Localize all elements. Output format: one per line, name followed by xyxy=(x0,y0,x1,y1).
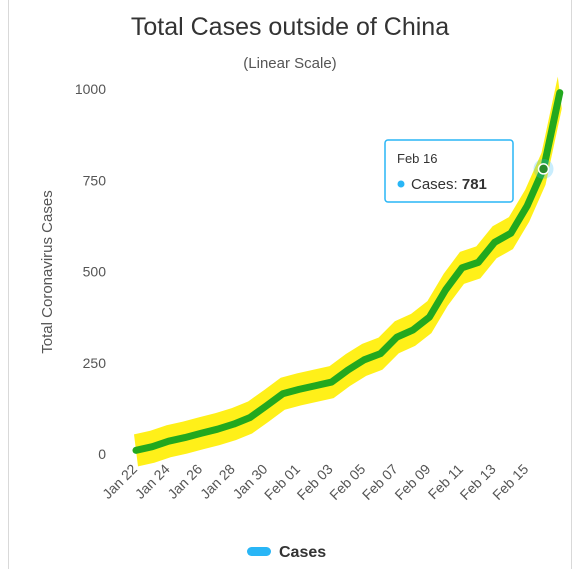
legend[interactable]: Cases xyxy=(247,544,326,561)
legend-label-cases[interactable]: Cases xyxy=(279,544,326,561)
x-tick-label: Feb 07 xyxy=(359,461,401,503)
chart-frame xyxy=(8,0,572,569)
tooltip-series-dot xyxy=(397,180,405,188)
x-tick-label: Feb 09 xyxy=(391,461,433,503)
y-axis-label: Total Coronavirus Cases xyxy=(39,190,56,353)
x-tick-label: Feb 03 xyxy=(294,461,336,503)
chart-title: Total Cases outside of China xyxy=(131,13,449,41)
highlight-band xyxy=(134,76,562,467)
y-tick-label: 500 xyxy=(83,264,107,280)
x-tick-label: Jan 22 xyxy=(99,461,140,502)
hover-point[interactable] xyxy=(537,163,550,175)
legend-swatch-cases xyxy=(247,547,271,556)
x-tick-label: Jan 28 xyxy=(197,461,238,502)
hover-marker xyxy=(533,158,554,179)
svg-text:Cases: 781: Cases: 781 xyxy=(411,176,487,193)
tooltip-series-name: Cases xyxy=(411,176,454,193)
chart-subtitle: (Linear Scale) xyxy=(243,55,336,72)
x-tick-label: Feb 01 xyxy=(261,461,303,503)
y-tick-label: 1000 xyxy=(75,81,106,97)
tooltip: Feb 16 Cases: 781 xyxy=(384,139,514,203)
y-tick-label: 0 xyxy=(98,446,106,462)
x-tick-label: Jan 26 xyxy=(164,461,205,502)
x-tick-label: Feb 13 xyxy=(457,461,499,503)
x-tick-label: Feb 15 xyxy=(489,461,531,503)
x-tick-label: Feb 05 xyxy=(326,461,368,503)
trend-line xyxy=(132,89,564,454)
tooltip-box xyxy=(384,139,514,203)
y-tick-label: 250 xyxy=(83,355,107,371)
tooltip-value: 781 xyxy=(462,176,487,193)
y-axis-ticks: 0 250 500 750 1000 xyxy=(75,81,106,462)
y-tick-label: 750 xyxy=(83,172,107,188)
x-tick-label: Jan 24 xyxy=(132,461,173,502)
tooltip-date: Feb 16 xyxy=(397,151,437,166)
